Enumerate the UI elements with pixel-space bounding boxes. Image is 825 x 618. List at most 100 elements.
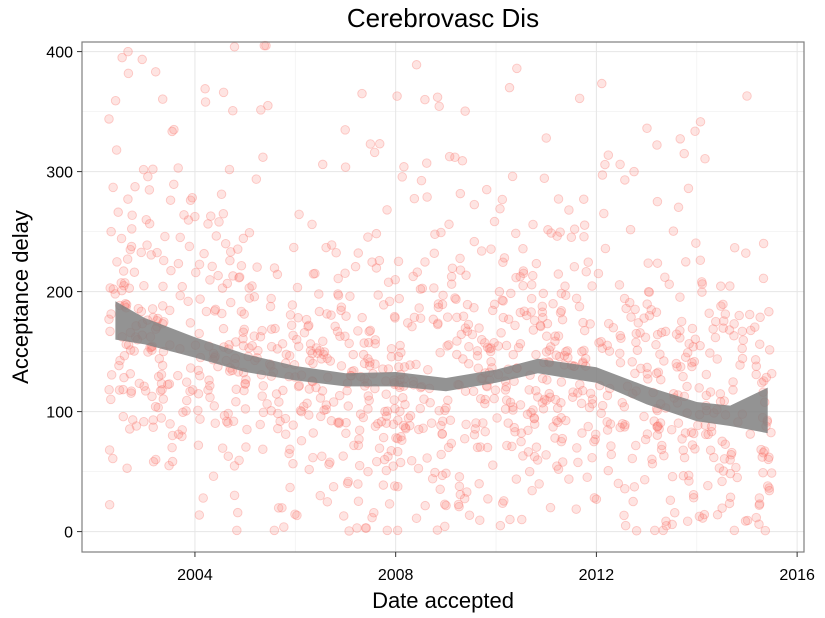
data-point xyxy=(642,299,652,309)
data-point xyxy=(353,496,364,507)
data-point xyxy=(393,351,404,362)
data-point xyxy=(446,279,457,289)
data-point xyxy=(382,525,393,536)
data-point xyxy=(439,499,450,510)
data-point xyxy=(476,246,487,256)
data-point xyxy=(370,359,380,369)
data-point xyxy=(392,91,402,101)
data-point xyxy=(383,451,393,462)
data-point xyxy=(203,219,213,229)
data-point xyxy=(381,411,392,421)
data-point xyxy=(455,489,466,500)
data-point xyxy=(126,241,137,252)
data-point xyxy=(545,392,555,402)
data-point xyxy=(239,309,249,319)
data-point xyxy=(104,500,115,510)
data-point xyxy=(695,255,706,266)
data-point xyxy=(399,362,410,372)
data-point xyxy=(690,334,701,344)
data-point xyxy=(210,418,220,428)
data-point xyxy=(126,386,137,396)
y-tick-label: 200 xyxy=(46,285,73,302)
data-point xyxy=(643,374,653,384)
data-point xyxy=(308,269,319,279)
data-point xyxy=(529,419,540,429)
data-point xyxy=(709,452,719,463)
data-point xyxy=(701,369,712,380)
data-point xyxy=(682,347,693,358)
data-point xyxy=(344,526,354,536)
data-point xyxy=(166,265,176,276)
data-point xyxy=(541,347,552,357)
data-point xyxy=(585,319,595,329)
data-point xyxy=(116,233,127,244)
data-point xyxy=(129,346,139,356)
data-point xyxy=(678,471,689,481)
data-point xyxy=(462,326,473,336)
data-point xyxy=(759,376,769,386)
data-point xyxy=(719,396,729,406)
data-point xyxy=(640,332,651,343)
data-point xyxy=(476,334,487,345)
data-point xyxy=(432,92,443,102)
data-point xyxy=(684,339,694,349)
data-point xyxy=(677,434,687,444)
data-point xyxy=(657,440,667,451)
data-point xyxy=(473,363,483,373)
data-point xyxy=(185,386,195,397)
data-point xyxy=(274,397,284,407)
data-point xyxy=(689,356,700,367)
data-point xyxy=(240,379,250,389)
data-point xyxy=(553,417,563,428)
data-point xyxy=(764,452,774,462)
data-point xyxy=(651,340,661,350)
data-point xyxy=(653,367,664,377)
data-point xyxy=(195,294,205,304)
data-point xyxy=(185,318,196,328)
data-point xyxy=(242,424,252,435)
data-point xyxy=(571,293,582,304)
data-point xyxy=(457,156,468,166)
data-point xyxy=(498,296,508,306)
data-point xyxy=(395,406,405,417)
data-point xyxy=(144,185,155,195)
data-point xyxy=(305,339,316,349)
data-point xyxy=(501,381,512,392)
data-point xyxy=(664,279,674,289)
data-point xyxy=(398,393,408,403)
data-point xyxy=(392,433,403,444)
data-point xyxy=(364,326,374,337)
data-point xyxy=(136,247,146,258)
data-point xyxy=(559,350,570,361)
data-point xyxy=(483,494,493,504)
data-point xyxy=(411,60,422,70)
data-point xyxy=(574,301,585,312)
data-point xyxy=(498,257,508,267)
data-point xyxy=(653,421,663,431)
data-point xyxy=(461,419,471,430)
data-point xyxy=(524,466,535,477)
data-point xyxy=(579,232,589,242)
data-point xyxy=(147,304,158,314)
data-point xyxy=(422,192,432,202)
chart-title: Cerebrovasc Dis xyxy=(347,3,539,33)
data-point xyxy=(496,328,506,338)
data-point xyxy=(754,500,765,510)
data-point xyxy=(405,360,415,370)
data-point xyxy=(746,325,756,336)
data-point xyxy=(444,340,454,350)
data-point xyxy=(528,405,538,415)
data-point xyxy=(515,400,526,410)
data-point xyxy=(620,520,631,531)
data-point xyxy=(556,306,567,316)
data-point xyxy=(411,359,421,370)
data-point xyxy=(363,337,374,348)
data-point xyxy=(239,324,249,335)
data-point xyxy=(538,404,549,414)
data-point xyxy=(518,266,529,276)
data-point xyxy=(631,440,641,451)
data-point xyxy=(317,159,328,170)
data-point xyxy=(608,323,619,333)
data-point xyxy=(450,293,460,303)
data-point xyxy=(694,511,705,522)
